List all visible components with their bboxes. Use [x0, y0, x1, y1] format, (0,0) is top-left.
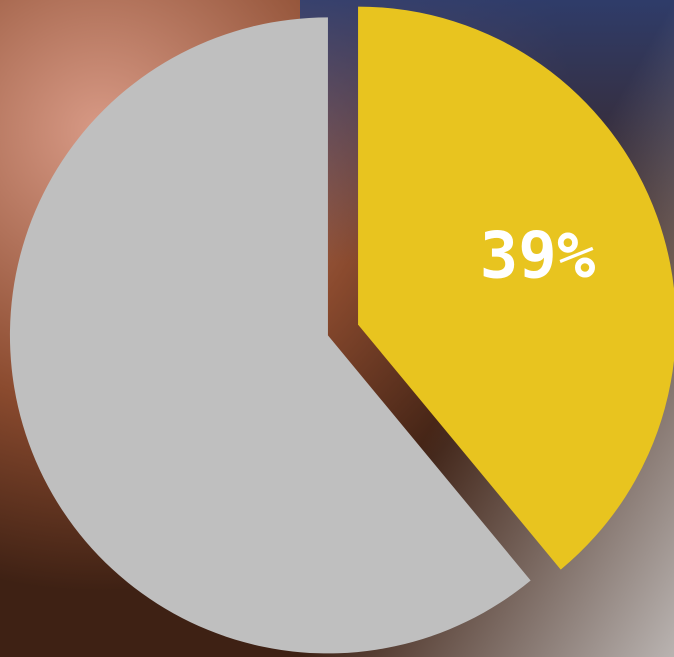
pie-slice [9, 17, 531, 654]
slice-label: 39% [480, 220, 596, 294]
pie: 39% [9, 6, 674, 654]
pie-slice [358, 6, 674, 570]
